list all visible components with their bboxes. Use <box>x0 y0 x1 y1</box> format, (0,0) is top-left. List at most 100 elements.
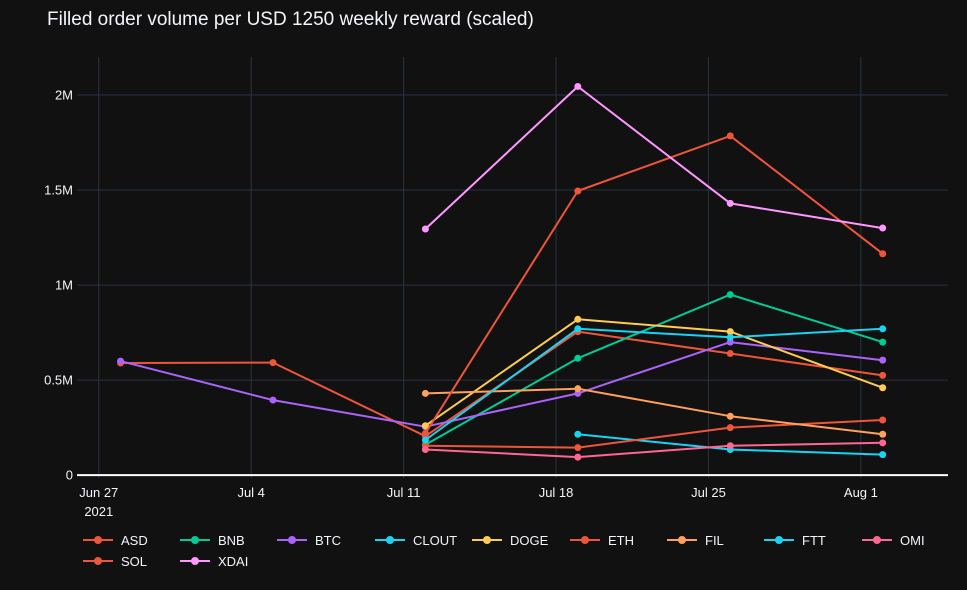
data-point-xdai[interactable] <box>726 199 734 207</box>
series-eth[interactable] <box>421 416 887 452</box>
data-point-sol[interactable] <box>574 187 582 195</box>
data-point-btc[interactable] <box>269 396 277 404</box>
x-tick-label: Jul 4 <box>237 485 264 500</box>
legend-label: ETH <box>608 532 634 548</box>
data-point-fil[interactable] <box>879 430 887 438</box>
data-point-sol[interactable] <box>879 250 887 258</box>
data-point-omi[interactable] <box>726 442 734 450</box>
legend-label: FTT <box>802 532 826 548</box>
series-xdai[interactable] <box>421 82 887 233</box>
series-line-btc[interactable] <box>120 341 883 428</box>
legend-label: BNB <box>218 532 245 548</box>
legend-swatch <box>180 551 210 571</box>
legend-swatch <box>180 530 210 550</box>
series-line-omi[interactable] <box>425 441 883 459</box>
x-tick-label: Jun 27 <box>79 485 118 500</box>
x-tick-label: Aug 1 <box>844 485 878 500</box>
data-point-fil[interactable] <box>726 412 734 420</box>
series-line-bnb[interactable] <box>424 293 883 446</box>
series-fil[interactable] <box>421 385 887 438</box>
data-point-bnb[interactable] <box>726 291 734 299</box>
series-bnb[interactable] <box>421 291 887 449</box>
series-omi[interactable] <box>421 439 887 461</box>
data-point-fil[interactable] <box>574 385 582 393</box>
series-sol[interactable] <box>421 132 887 437</box>
legend-swatch <box>570 530 600 550</box>
data-point-doge[interactable] <box>726 328 734 336</box>
x-tick-label: Jul 11 <box>387 485 421 500</box>
data-point-omi[interactable] <box>421 445 429 453</box>
series-line-ftt[interactable] <box>424 327 883 441</box>
series-line-doge[interactable] <box>424 318 884 427</box>
legend-swatch <box>667 530 697 550</box>
data-point-fil[interactable] <box>421 389 429 397</box>
x-tick-year-label: 2021 <box>84 504 113 519</box>
data-point-xdai[interactable] <box>879 224 887 232</box>
data-point-clout[interactable] <box>574 430 582 438</box>
legend-label: OMI <box>900 532 925 548</box>
series-line-xdai[interactable] <box>424 85 883 230</box>
chart-title: Filled order volume per USD 1250 weekly … <box>47 9 534 30</box>
data-point-asd[interactable] <box>879 371 887 379</box>
data-point-sol[interactable] <box>421 429 429 437</box>
data-point-doge[interactable] <box>879 384 887 392</box>
x-tick-label: Jul 25 <box>691 485 726 500</box>
legend-swatch <box>764 530 794 550</box>
data-point-ftt[interactable] <box>421 436 429 444</box>
data-point-bnb[interactable] <box>574 354 582 362</box>
data-point-asd[interactable] <box>726 350 734 358</box>
legend-label: BTC <box>315 532 341 548</box>
legend-item-xdai[interactable]: XDAI <box>180 551 248 571</box>
legend-item-asd[interactable]: ASD <box>83 530 148 550</box>
data-point-btc[interactable] <box>879 356 887 364</box>
legend-item-doge[interactable]: DOGE <box>472 530 548 550</box>
legend-swatch <box>472 530 502 550</box>
data-point-ftt[interactable] <box>726 333 734 341</box>
series-line-eth[interactable] <box>425 419 883 449</box>
legend-swatch <box>277 530 307 550</box>
legend-label: DOGE <box>510 532 549 548</box>
legend-label: CLOUT <box>413 532 458 548</box>
legend-swatch <box>83 551 113 571</box>
legend-label: ASD <box>121 532 148 548</box>
legend-item-fil[interactable]: FIL <box>667 530 724 550</box>
data-point-ftt[interactable] <box>574 325 582 333</box>
y-tick-label: 0.5M <box>44 373 73 388</box>
data-point-omi[interactable] <box>574 453 582 461</box>
data-point-eth[interactable] <box>726 424 734 432</box>
y-tick-label: 2M <box>55 88 73 103</box>
data-point-omi[interactable] <box>879 439 887 447</box>
data-point-bnb[interactable] <box>879 338 887 346</box>
legend-swatch <box>83 530 113 550</box>
legend-label: XDAI <box>218 553 249 569</box>
data-point-clout[interactable] <box>879 451 887 459</box>
x-tick-label: Jul 18 <box>539 485 574 500</box>
series-line-sol[interactable] <box>424 134 884 434</box>
data-point-asd[interactable] <box>269 359 277 367</box>
data-point-eth[interactable] <box>879 416 887 424</box>
legend-item-omi[interactable]: OMI <box>862 530 925 550</box>
data-point-doge[interactable] <box>574 315 582 323</box>
y-tick-label: 1M <box>55 278 73 293</box>
series-line-fil[interactable] <box>425 387 883 436</box>
legend-item-ftt[interactable]: FTT <box>764 530 826 550</box>
legend-item-btc[interactable]: BTC <box>277 530 341 550</box>
data-point-eth[interactable] <box>574 444 582 452</box>
data-point-xdai[interactable] <box>421 225 429 233</box>
legend-item-bnb[interactable]: BNB <box>180 530 245 550</box>
y-tick-label: 0 <box>66 468 73 483</box>
data-point-sol[interactable] <box>726 132 734 140</box>
legend-item-clout[interactable]: CLOUT <box>375 530 457 550</box>
data-point-doge[interactable] <box>421 422 429 430</box>
data-point-ftt[interactable] <box>879 325 887 333</box>
data-point-xdai[interactable] <box>574 82 582 90</box>
data-point-btc[interactable] <box>117 357 125 365</box>
y-tick-label: 1.5M <box>44 183 73 198</box>
series-ftt[interactable] <box>421 325 887 444</box>
series-doge[interactable] <box>421 315 887 430</box>
legend-item-eth[interactable]: ETH <box>570 530 634 550</box>
legend-swatch <box>375 530 405 550</box>
legend-label: SOL <box>121 553 148 569</box>
legend-item-sol[interactable]: SOL <box>83 551 147 571</box>
